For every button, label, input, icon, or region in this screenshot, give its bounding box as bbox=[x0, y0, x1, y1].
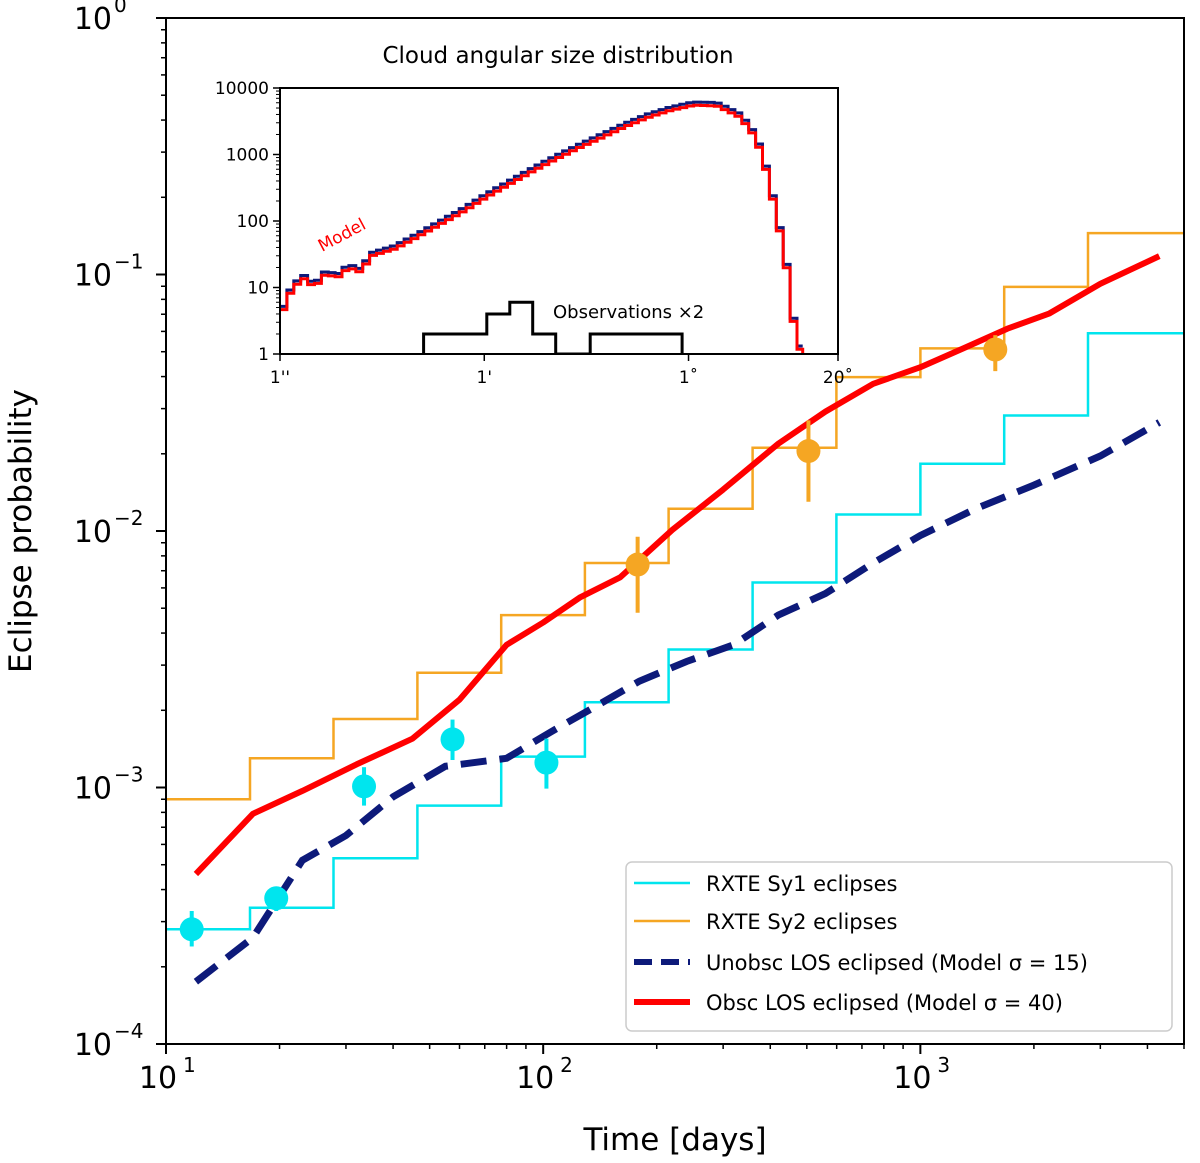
inset-y-tick-label: 1 bbox=[258, 345, 269, 365]
inset-observations-histogram bbox=[422, 300, 684, 354]
inset-model-histogram bbox=[280, 103, 805, 354]
inset-x-ticks: 1'' 1' 1˚ 20˚ bbox=[270, 354, 853, 388]
y-tick-label: 10 bbox=[74, 515, 112, 550]
x-tick-label: 10 bbox=[516, 1061, 554, 1096]
series-layer bbox=[166, 231, 1184, 985]
data-point bbox=[352, 774, 377, 799]
legend-label-unobsc-model: Unobsc LOS eclipsed (Model σ = 15) bbox=[706, 951, 1088, 975]
inset-y-tick-label: 100 bbox=[237, 212, 269, 232]
x-tick-label-exponent: 2 bbox=[560, 1053, 573, 1077]
x-tick-label: 10 bbox=[139, 1061, 177, 1096]
inset-observations-label: Observations ×2 bbox=[553, 302, 704, 323]
y-tick-label: 10 bbox=[74, 259, 112, 294]
inset-x-tick-label: 20˚ bbox=[823, 367, 853, 388]
inset-y-ticks: 1 10 100 1000 10000 bbox=[215, 79, 280, 365]
data-point bbox=[625, 552, 650, 577]
data-point bbox=[264, 886, 289, 911]
y-tick-label-exponent: −2 bbox=[114, 506, 143, 530]
y-tick-label: 10 bbox=[74, 2, 112, 37]
data-point bbox=[983, 337, 1008, 362]
x-tick-label: 10 bbox=[893, 1061, 931, 1096]
y-tick-label: 10 bbox=[74, 1028, 112, 1063]
y-axis-label: Eclipse probability bbox=[3, 389, 39, 673]
series-unobsc-model-line bbox=[193, 419, 1162, 985]
inset-x-tick-label: 1' bbox=[477, 368, 493, 388]
y-tick-label-exponent: −1 bbox=[114, 250, 143, 274]
y-tick-label-exponent: −4 bbox=[114, 1019, 143, 1043]
data-point bbox=[534, 750, 559, 775]
legend-label-sy2: RXTE Sy2 eclipses bbox=[706, 910, 897, 934]
series-sy2-step bbox=[166, 231, 1184, 801]
inset-series-layer bbox=[280, 100, 805, 354]
legend: RXTE Sy1 eclipses RXTE Sy2 eclipses Unob… bbox=[625, 861, 1173, 1032]
inset-histogram: Cloud angular size distribution 1'' 1' 1˚ 2… bbox=[215, 43, 853, 388]
x-axis-ticks: 10 1 10 2 10 3 bbox=[139, 1044, 1185, 1096]
inset-y-tick-label: 1000 bbox=[226, 146, 269, 166]
x-tick-label-exponent: 3 bbox=[937, 1053, 950, 1077]
inset-background bbox=[280, 88, 838, 354]
series-sy1-step bbox=[166, 332, 1184, 931]
inset-y-tick-label: 10 bbox=[247, 279, 269, 299]
inset-x-tick-label: 1˚ bbox=[679, 367, 698, 388]
data-point bbox=[796, 439, 821, 464]
inset-x-tick-label: 1'' bbox=[270, 368, 290, 388]
legend-label-sy1: RXTE Sy1 eclipses bbox=[706, 872, 897, 896]
data-point bbox=[440, 727, 465, 752]
series-obsc-model-line bbox=[193, 253, 1161, 877]
data-point bbox=[179, 917, 204, 942]
y-tick-label: 10 bbox=[74, 772, 112, 807]
y-tick-label-exponent: −3 bbox=[114, 763, 143, 787]
y-tick-label-exponent: 0 bbox=[114, 0, 127, 17]
x-axis-label: Time [days] bbox=[582, 1122, 766, 1158]
inset-title: Cloud angular size distribution bbox=[382, 43, 733, 69]
x-tick-label-exponent: 1 bbox=[183, 1053, 196, 1077]
inset-y-tick-label: 10000 bbox=[215, 79, 269, 99]
legend-label-obsc-model: Obsc LOS eclipsed (Model σ = 40) bbox=[706, 991, 1063, 1015]
legend-box bbox=[625, 861, 1173, 1032]
